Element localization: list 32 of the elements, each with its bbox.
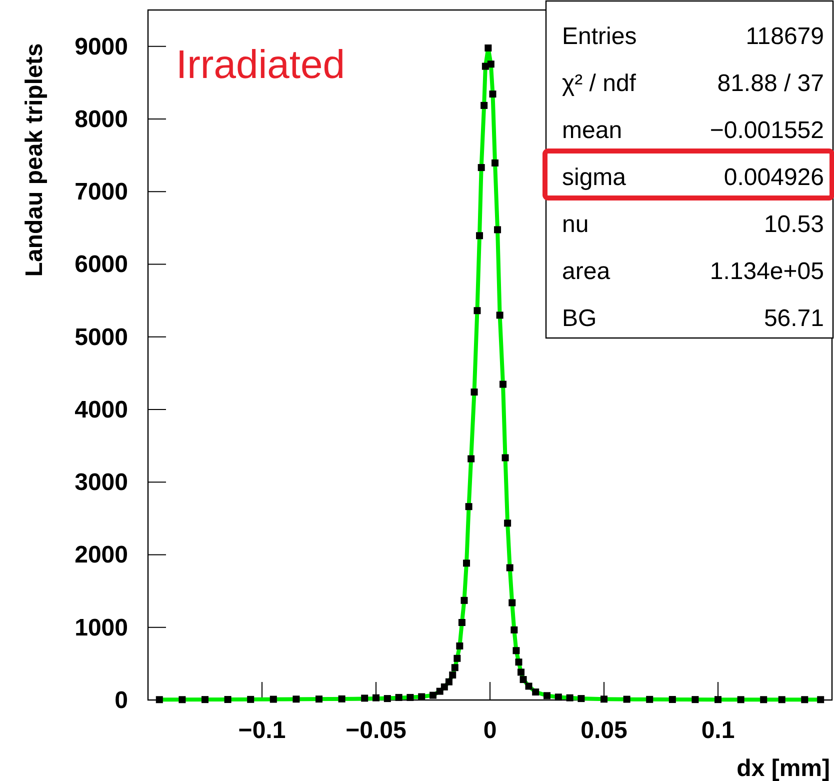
annotation: sigma	[562, 164, 627, 191]
annotation: 118679	[746, 23, 824, 50]
annotation: 0.004926	[724, 164, 824, 191]
x-tick-label: 0.1	[701, 717, 735, 744]
y-tick-label: 1000	[74, 614, 128, 642]
annotation: 56.71	[764, 305, 824, 332]
x-tick-label: 0.05	[580, 717, 628, 744]
x-axis-title: dx [mm]	[736, 755, 830, 781]
annotation: −0.001552	[710, 117, 824, 144]
annotation: Entries	[562, 23, 637, 50]
y-tick-label: 2000	[74, 542, 128, 569]
y-tick-label: 9000	[74, 33, 128, 60]
y-axis-title: Landau peak triplets	[21, 43, 48, 277]
x-tick-label: 0	[483, 717, 497, 744]
annotation: area	[562, 258, 611, 285]
y-tick-label: 3000	[74, 469, 128, 496]
annotation: 10.53	[764, 211, 824, 238]
x-tick-label: −0.1	[238, 717, 286, 744]
y-tick-label: 4000	[74, 396, 128, 424]
annotation: Irradiated	[176, 43, 345, 87]
y-tick-label: 7000	[74, 178, 128, 206]
annotation: BG	[562, 305, 597, 332]
annotation: χ² / ndf	[562, 70, 636, 97]
y-tick-label: 0	[114, 687, 128, 714]
y-tick-label: 8000	[74, 106, 128, 133]
x-tick-label: −0.05	[346, 717, 406, 744]
annotation: mean	[562, 117, 622, 144]
y-tick-label: 5000	[74, 324, 128, 351]
annotation: nu	[562, 211, 589, 238]
annotation: 81.88 / 37	[717, 70, 824, 97]
y-tick-label: 6000	[74, 251, 128, 278]
annotation: 1.134e+05	[710, 258, 824, 285]
